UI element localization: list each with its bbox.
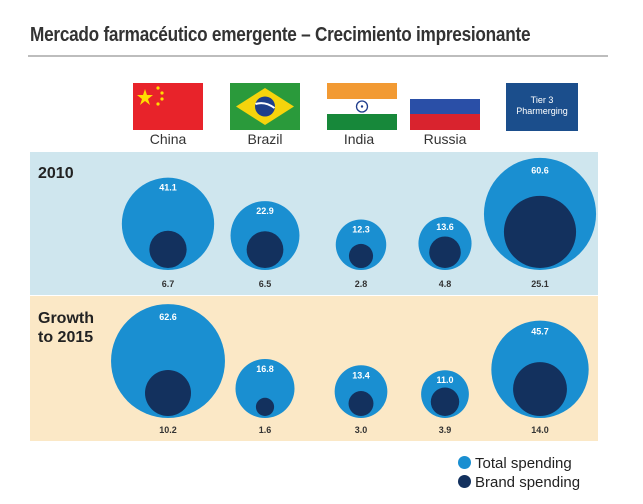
tier-label-line1: Tier 3 <box>530 95 554 105</box>
brazil-flag-icon <box>230 83 300 130</box>
brand-label-india-growth: 3.0 <box>355 425 368 435</box>
panel-label-growth-line1: Growth <box>38 310 94 327</box>
legend-brand: Brand spending <box>458 474 580 491</box>
brand-label-india-2010: 2.8 <box>355 279 368 289</box>
brand-bubble-tier3-2010 <box>503 195 577 268</box>
total-label-india-growth: 13.4 <box>352 370 370 380</box>
panel-label-growth-line2: to 2015 <box>38 329 94 346</box>
brand-label-brazil-2010: 6.5 <box>259 279 272 289</box>
brand-bubble-tier3-growth <box>513 362 567 416</box>
brand-bubble-russia-growth <box>430 387 460 416</box>
total-label-tier3-growth: 45.7 <box>531 326 549 336</box>
total-label-china-growth: 62.6 <box>159 312 177 322</box>
country-label-russia: Russia <box>423 131 467 147</box>
brand-bubble-china-2010 <box>149 230 187 268</box>
total-label-tier3-2010: 60.6 <box>531 166 549 176</box>
legend-total-swatch <box>458 455 471 469</box>
panel-label-2010-line1: 2010 <box>38 165 74 182</box>
tier3-pharmerging-badge: Tier 3 Pharmerging <box>506 83 578 131</box>
panel-label-growth: Growth to 2015 <box>38 309 94 347</box>
brand-label-russia-growth: 3.9 <box>439 425 452 435</box>
brand-label-russia-2010: 4.8 <box>439 279 452 289</box>
legend-brand-label: Brand spending <box>475 474 581 491</box>
brand-label-brazil-growth: 1.6 <box>259 425 272 435</box>
total-bubble-brazil-growth <box>235 358 295 418</box>
legend-brand-swatch <box>458 474 471 488</box>
total-label-russia-2010: 13.6 <box>436 222 454 232</box>
total-bubble-china-2010 <box>121 177 215 270</box>
title-divider <box>28 55 608 57</box>
brand-label-china-growth: 10.2 <box>159 425 177 435</box>
total-bubble-china-growth <box>111 304 225 418</box>
legend-total: Total spending <box>458 455 572 472</box>
brand-bubble-russia-2010 <box>429 236 461 268</box>
total-label-china-2010: 41.1 <box>159 183 177 193</box>
china-flag-icon <box>133 83 203 130</box>
brand-bubble-india-2010 <box>348 243 374 268</box>
russia-flag-icon <box>410 83 480 130</box>
country-label-brazil: Brazil <box>247 131 283 147</box>
total-label-brazil-2010: 22.9 <box>256 206 274 216</box>
brand-bubble-china-growth <box>145 370 191 416</box>
brand-label-tier3-2010: 25.1 <box>531 279 549 289</box>
brand-bubble-brazil-2010 <box>246 231 284 268</box>
legend-total-label: Total spending <box>475 455 572 472</box>
tier-label-line2: Pharmerging <box>516 106 568 116</box>
brand-bubble-brazil-growth <box>255 397 275 416</box>
panel-label-2010: 2010 <box>38 164 74 183</box>
brand-label-tier3-growth: 14.0 <box>531 425 549 435</box>
chart-title: Mercado farmacéutico emergente – Crecimi… <box>30 24 531 46</box>
country-label-china: China <box>149 131 187 147</box>
total-label-india-2010: 12.3 <box>352 224 370 234</box>
brand-bubble-india-growth <box>348 391 374 416</box>
total-label-russia-growth: 11.0 <box>436 375 453 385</box>
india-flag-icon <box>327 83 397 130</box>
country-label-india: India <box>343 131 375 147</box>
total-label-brazil-growth: 16.8 <box>256 364 274 374</box>
brand-label-china-2010: 6.7 <box>162 279 175 289</box>
